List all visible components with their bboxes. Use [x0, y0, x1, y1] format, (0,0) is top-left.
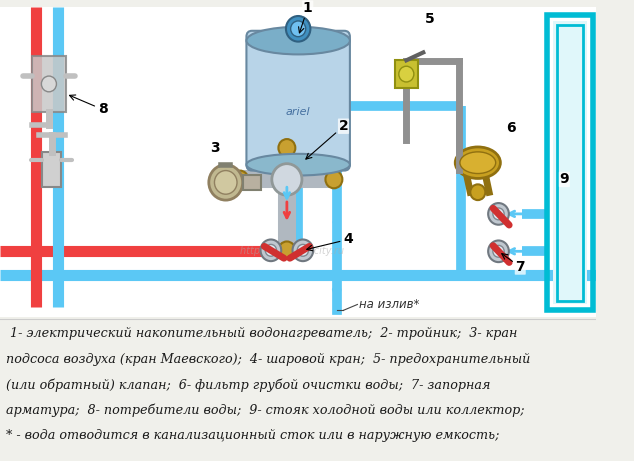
Text: 7: 7	[501, 254, 525, 274]
Ellipse shape	[247, 154, 350, 176]
Circle shape	[290, 21, 306, 37]
Text: http://   mastercity.ru: http:// mastercity.ru	[240, 246, 344, 256]
Circle shape	[278, 139, 295, 157]
Circle shape	[286, 16, 311, 41]
Circle shape	[278, 242, 295, 259]
Circle shape	[488, 241, 509, 262]
Circle shape	[265, 244, 276, 256]
Bar	[0, 7, 597, 317]
Ellipse shape	[247, 27, 350, 54]
Text: на излив*: на излив*	[359, 297, 420, 311]
Circle shape	[272, 164, 302, 195]
Text: подсоса воздуха (кран Маевского);  4- шаровой кран;  5- предохранительный: подсоса воздуха (кран Маевского); 4- шар…	[6, 353, 530, 366]
Circle shape	[231, 171, 249, 188]
Text: 6: 6	[506, 121, 515, 135]
Circle shape	[325, 171, 342, 188]
Text: 1- электрический накопительный водонагреватель;  2- тройник;  3- кран: 1- электрический накопительный водонагре…	[6, 327, 517, 340]
Bar	[32, 56, 66, 112]
Circle shape	[209, 165, 243, 200]
Bar	[557, 25, 583, 301]
Circle shape	[493, 208, 504, 220]
Circle shape	[493, 245, 504, 257]
Circle shape	[214, 171, 237, 194]
Circle shape	[261, 240, 281, 261]
Text: 3: 3	[210, 141, 219, 155]
Ellipse shape	[460, 152, 496, 173]
Text: 1: 1	[299, 1, 313, 33]
Text: 8: 8	[70, 95, 108, 117]
Bar	[243, 175, 261, 190]
FancyBboxPatch shape	[247, 31, 350, 171]
Bar	[395, 60, 418, 88]
Text: (или обратный) клапан;  6- фильтр грубой очистки воды;  7- запорная: (или обратный) клапан; 6- фильтр грубой …	[6, 378, 490, 392]
Bar	[547, 15, 593, 310]
Text: 5: 5	[425, 12, 435, 26]
Circle shape	[399, 66, 414, 82]
Circle shape	[297, 244, 309, 256]
Bar	[553, 21, 587, 304]
Text: ariel: ariel	[286, 107, 311, 118]
Text: арматура;  8- потребители воды;  9- стояк холодной воды или коллектор;: арматура; 8- потребители воды; 9- стояк …	[6, 404, 524, 417]
Text: 4: 4	[307, 232, 353, 251]
Circle shape	[41, 76, 56, 92]
Circle shape	[470, 184, 486, 200]
Bar	[42, 152, 61, 187]
Circle shape	[488, 203, 509, 225]
Circle shape	[292, 240, 313, 261]
Text: 9: 9	[560, 172, 569, 186]
Text: * - вода отводится в канализационный сток или в наружную емкость;: * - вода отводится в канализационный сто…	[6, 430, 499, 443]
Ellipse shape	[455, 147, 500, 178]
Text: 2: 2	[306, 119, 348, 159]
